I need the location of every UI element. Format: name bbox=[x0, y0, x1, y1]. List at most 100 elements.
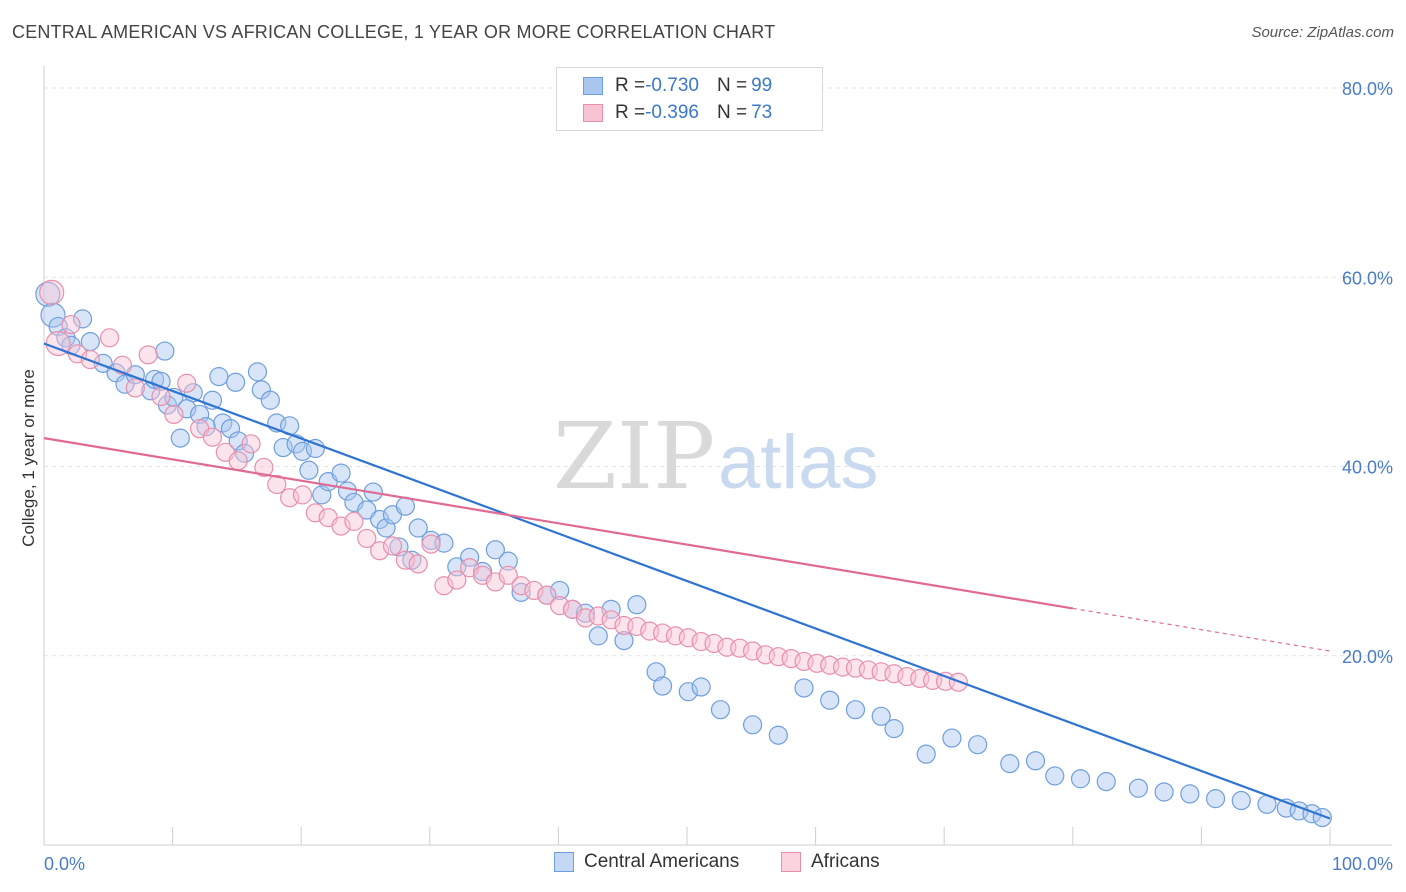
point-african-32 bbox=[447, 570, 467, 590]
point-central-american-76 bbox=[794, 678, 814, 698]
point-central-american-38 bbox=[305, 438, 325, 459]
grid-lines bbox=[44, 87, 1392, 657]
trendline-central-americans bbox=[43, 342, 1331, 820]
legend-label-africans: Africans bbox=[811, 851, 880, 872]
point-african-13 bbox=[202, 427, 223, 447]
axes bbox=[43, 66, 1392, 846]
point-central-american-70 bbox=[652, 676, 673, 696]
point-african-17 bbox=[254, 457, 274, 478]
legend-n-label: N = bbox=[716, 75, 748, 96]
point-central-american-67 bbox=[614, 631, 634, 651]
legend-r-label: R = bbox=[615, 75, 646, 96]
legend-n-value: 99 bbox=[751, 75, 773, 96]
source-label: Source: ZipAtlas.com bbox=[1251, 24, 1394, 41]
y-axis-label: College, 1 year or more bbox=[19, 369, 38, 547]
point-central-american-28 bbox=[226, 372, 246, 392]
series-legend: Central Americans Africans bbox=[0, 851, 1406, 877]
point-central-american-0 bbox=[35, 281, 61, 307]
point-african-15 bbox=[228, 451, 248, 471]
watermark-atlas: atlas bbox=[718, 420, 879, 505]
legend-row-central-americans: R = -0.730 N = 99 bbox=[583, 74, 772, 98]
point-central-american-80 bbox=[884, 719, 904, 739]
legend-r-value: -0.730 bbox=[645, 75, 699, 96]
point-central-american-82 bbox=[942, 728, 962, 748]
y-tick-label-1: 40.0% bbox=[1342, 458, 1393, 478]
y-tick-label-0: 20.0% bbox=[1342, 647, 1393, 667]
point-african-36 bbox=[498, 565, 518, 585]
point-central-american-71 bbox=[678, 682, 698, 702]
point-central-american-52 bbox=[408, 518, 428, 538]
point-african-50 bbox=[678, 628, 698, 648]
chart-title: CENTRAL AMERICAN VS AFRICAN COLLEGE, 1 Y… bbox=[12, 22, 776, 42]
y-tick-label-3: 80.0% bbox=[1342, 79, 1393, 99]
trendline-africans bbox=[43, 437, 1073, 610]
point-african-8 bbox=[138, 345, 158, 365]
legend-item-africans: Africans bbox=[781, 851, 880, 873]
point-african-7 bbox=[125, 378, 145, 398]
point-central-american-75 bbox=[768, 725, 788, 745]
point-african-25 bbox=[357, 528, 377, 549]
point-central-american-87 bbox=[1070, 769, 1091, 789]
legend-swatch-blue bbox=[554, 852, 574, 872]
point-central-american-89 bbox=[1128, 778, 1148, 798]
watermark: ZIP atlas bbox=[553, 403, 879, 510]
legend-label-central-americans: Central Americans bbox=[584, 851, 740, 872]
legend-r-label: R = bbox=[615, 102, 646, 123]
correlation-legend: R = -0.730 N = 99 R = -0.396 N = 73 bbox=[556, 67, 823, 131]
point-central-american-68 bbox=[627, 595, 647, 615]
series-africans bbox=[39, 279, 968, 692]
point-central-american-73 bbox=[710, 700, 731, 720]
point-central-american-19 bbox=[235, 443, 255, 463]
point-african-11 bbox=[177, 373, 197, 393]
point-central-american-29 bbox=[247, 362, 268, 382]
point-african-10 bbox=[164, 404, 184, 425]
point-central-american-37 bbox=[299, 460, 319, 480]
y-tick-label-2: 60.0% bbox=[1342, 268, 1393, 288]
legend-r-value: -0.396 bbox=[645, 102, 699, 123]
legend-swatch-blue bbox=[583, 77, 603, 95]
point-african-27 bbox=[382, 536, 403, 556]
point-central-american-88 bbox=[1096, 772, 1116, 792]
legend-item-central-americans: Central Americans bbox=[554, 851, 739, 873]
legend-swatch-pink bbox=[583, 104, 603, 122]
point-central-american-92 bbox=[1205, 789, 1226, 809]
point-african-29 bbox=[408, 554, 428, 574]
point-central-american-86 bbox=[1045, 766, 1065, 786]
point-african-24 bbox=[344, 511, 364, 531]
point-central-american-25 bbox=[190, 404, 210, 425]
trend-lines bbox=[43, 342, 1331, 820]
point-african-37 bbox=[511, 576, 531, 596]
point-african-52 bbox=[704, 633, 724, 654]
point-african-18 bbox=[267, 474, 287, 495]
point-african-46 bbox=[627, 616, 647, 637]
point-central-american-81 bbox=[916, 744, 936, 764]
legend-swatch-pink bbox=[781, 852, 801, 872]
point-central-american-31 bbox=[260, 390, 280, 410]
point-central-american-69 bbox=[646, 662, 666, 682]
point-central-american-72 bbox=[691, 677, 711, 697]
point-central-american-44 bbox=[357, 500, 377, 520]
x-tick-label-1: 100.0% bbox=[1332, 854, 1393, 874]
point-central-american-85 bbox=[1025, 751, 1046, 771]
point-central-american-21 bbox=[155, 341, 175, 361]
point-central-american-41 bbox=[331, 463, 351, 483]
point-central-american-62 bbox=[550, 580, 570, 601]
legend-row-africans: R = -0.396 N = 73 bbox=[583, 101, 772, 125]
point-central-american-56 bbox=[460, 547, 480, 567]
point-central-american-1 bbox=[40, 302, 66, 328]
point-central-american-83 bbox=[968, 735, 988, 755]
point-central-american-90 bbox=[1154, 782, 1174, 802]
point-african-2 bbox=[61, 314, 81, 335]
legend-n-label: N = bbox=[716, 102, 748, 123]
point-central-american-58 bbox=[485, 540, 505, 560]
point-african-20 bbox=[292, 485, 313, 505]
legend-n-value: 73 bbox=[751, 102, 773, 123]
point-african-30 bbox=[421, 534, 441, 554]
point-african-26 bbox=[370, 541, 390, 561]
watermark-zip: ZIP bbox=[553, 403, 715, 510]
trendline-africans-extension bbox=[1072, 607, 1331, 652]
point-central-american-78 bbox=[845, 700, 866, 720]
x-tick-label-0: 0.0% bbox=[44, 854, 85, 874]
y-tick-labels: 20.0% 40.0% 60.0% 80.0% bbox=[1342, 79, 1393, 667]
point-african-38 bbox=[524, 580, 544, 601]
